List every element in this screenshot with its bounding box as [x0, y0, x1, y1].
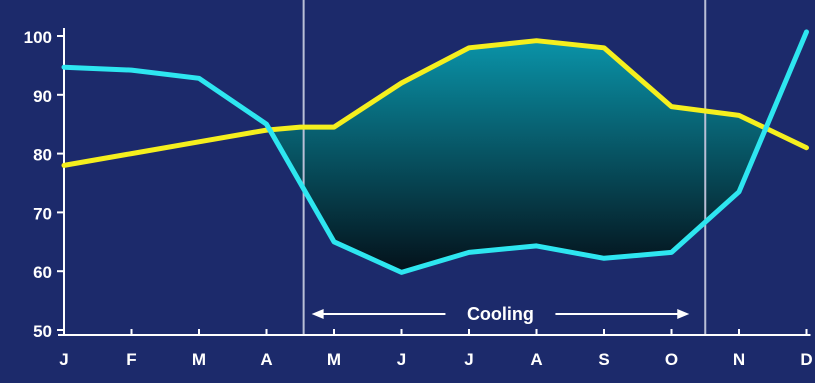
series-lines [61, 29, 809, 275]
series-point [670, 105, 673, 109]
series-point [400, 81, 403, 85]
series-point [602, 46, 606, 50]
season-dividers [302, 0, 707, 336]
x-tick-label: A [260, 350, 272, 369]
series-point [535, 39, 538, 43]
series-point [62, 65, 66, 69]
x-tick-label: O [665, 350, 678, 369]
series-point [805, 146, 808, 150]
series-point [130, 152, 133, 156]
x-tick-label: S [598, 350, 609, 369]
series-point [197, 76, 201, 80]
x-tick-label: J [397, 350, 406, 369]
y-tick-label: 100 [24, 28, 52, 47]
y-tick-label: 90 [33, 87, 52, 106]
cooling-fill-layer [269, 40, 766, 273]
cooling-arrowhead-left [311, 309, 324, 319]
series-point [400, 270, 403, 274]
x-tick-label: J [59, 350, 68, 369]
series-point [62, 163, 66, 167]
x-tick-label: N [733, 350, 745, 369]
series-point [265, 122, 268, 126]
series-point [602, 256, 606, 260]
x-tick-label: J [464, 350, 473, 369]
x-tick-label: D [800, 350, 812, 369]
series-point [737, 113, 741, 117]
series-point [737, 190, 741, 194]
y-tick-label: 60 [33, 263, 52, 282]
x-tick-label: M [192, 350, 206, 369]
y-tick-label: 80 [33, 146, 52, 165]
series-point [130, 68, 133, 72]
series-point [467, 46, 471, 50]
series-point [332, 125, 336, 129]
series-point [805, 30, 808, 34]
cooling-label: Cooling [467, 304, 534, 324]
series-point [535, 244, 538, 248]
series-line-cyan [61, 29, 809, 275]
series-point [197, 140, 201, 144]
series-point [332, 240, 336, 244]
x-tick-label: A [530, 350, 542, 369]
series-point [670, 250, 673, 254]
series-point [467, 250, 471, 254]
y-tick-label: 70 [33, 204, 52, 223]
series-point [298, 125, 302, 129]
y-tick-label: 50 [33, 322, 52, 341]
cooling-gap-area [269, 40, 766, 273]
cooling-arrowhead-right [677, 309, 690, 319]
x-tick-label: F [126, 350, 136, 369]
x-tick-label: M [327, 350, 341, 369]
cooling-annotation: Cooling [311, 304, 690, 324]
axes: 100 90 80 70 60 50 J F M A M J J A S O N D [24, 28, 813, 369]
